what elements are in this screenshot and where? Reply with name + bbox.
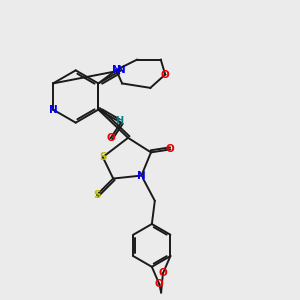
Text: O: O: [161, 70, 170, 80]
Text: O: O: [106, 133, 115, 143]
Text: O: O: [166, 144, 175, 154]
Text: N: N: [49, 105, 57, 115]
Text: N: N: [117, 65, 125, 75]
Text: S: S: [93, 190, 100, 200]
Text: S: S: [99, 152, 106, 162]
Text: N: N: [137, 171, 146, 181]
Text: O: O: [159, 268, 167, 278]
Text: O: O: [155, 279, 164, 289]
Text: H: H: [115, 116, 123, 126]
Text: N: N: [112, 65, 121, 75]
